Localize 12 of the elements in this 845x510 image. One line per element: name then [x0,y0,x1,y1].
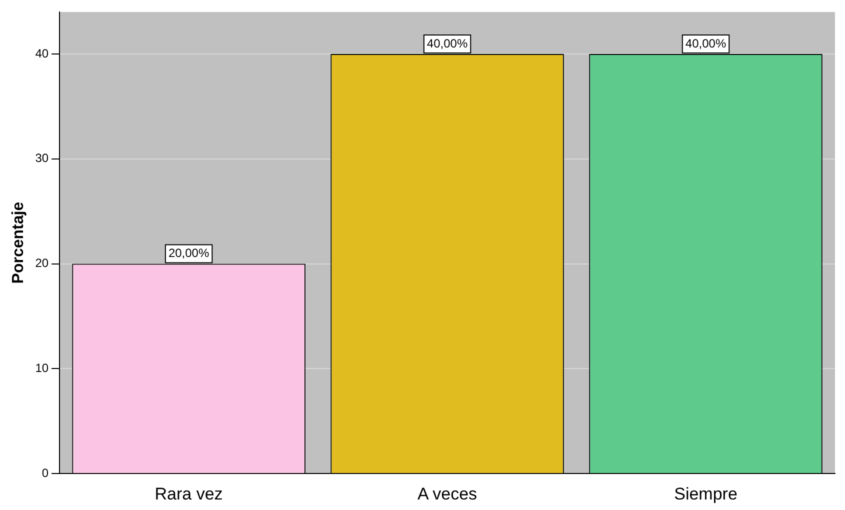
y-tick-label: 10 [35,361,49,376]
x-tick-label: Rara vez [154,484,223,504]
x-tick-label: Siempre [674,484,738,504]
x-tick-label: A veces [418,484,478,504]
y-tick-label: 20 [35,256,49,270]
y-axis-title: Porcentaje [10,202,28,284]
y-tick-label: 40 [35,46,49,60]
data-label: 40,00% [426,36,468,50]
data-label: 20,00% [168,246,210,260]
y-tick-label: 0 [42,466,49,480]
data-label: 40,00% [685,36,726,50]
y-tick-label: 30 [35,151,49,166]
